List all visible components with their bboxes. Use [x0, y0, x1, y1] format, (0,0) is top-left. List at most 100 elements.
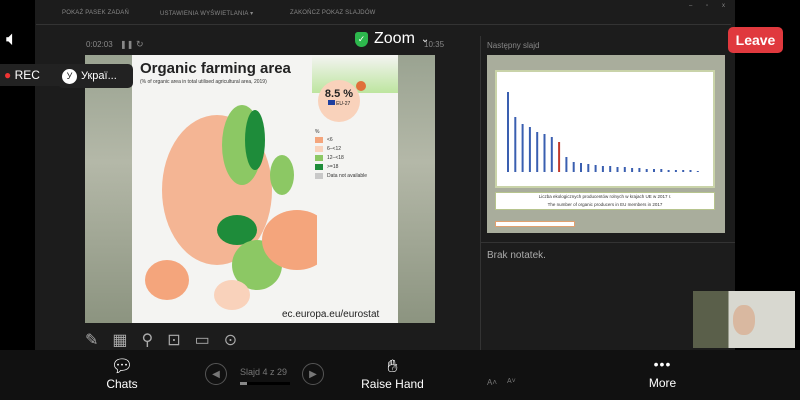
eu-badge: 8.5 % EU-27: [318, 80, 360, 122]
show-taskbar-button[interactable]: POKAŻ PASEK ZADAŃ: [62, 10, 129, 16]
participant-video[interactable]: [693, 291, 795, 348]
legend-label: Data not available: [327, 172, 368, 179]
legend-swatch: [315, 154, 323, 161]
shield-check-icon: ✓: [355, 31, 368, 47]
hand-icon: ✋︎: [387, 356, 398, 376]
bar: [507, 92, 509, 172]
rec-label: REC: [14, 68, 40, 82]
increase-font-icon[interactable]: A˄: [487, 378, 498, 387]
legend-label: <6: [327, 136, 333, 143]
bar: [660, 169, 663, 172]
bar: [645, 169, 648, 172]
black-screen-icon[interactable]: ⊡: [167, 332, 181, 349]
ellipsis-icon: •••: [653, 356, 672, 372]
more-button[interactable]: ••• More: [640, 356, 685, 390]
ladybug-icon: [356, 81, 366, 91]
slide-title: Organic farming area: [140, 60, 291, 77]
divider: [480, 36, 481, 350]
bar: [689, 170, 692, 172]
bar: [682, 170, 685, 172]
chevron-down-icon: ⌄: [420, 33, 430, 45]
previous-slide-button[interactable]: ◀: [205, 363, 227, 385]
rec-indicator: ● REC: [0, 64, 67, 86]
source-note: [495, 221, 575, 227]
pause-icon[interactable]: ❚❚: [120, 40, 134, 49]
elapsed-time: 0:02:03: [86, 40, 113, 49]
raise-hand-label: Raise Hand: [361, 377, 424, 391]
bar: [653, 169, 655, 172]
slide-subtitle: (% of organic area in total utilised agr…: [140, 79, 267, 85]
bar: [550, 137, 553, 172]
display-settings-button[interactable]: USTAWIENIA WYŚWIETLANIA ▾: [160, 11, 254, 17]
legend-item: 6–<12: [315, 144, 367, 153]
next-slide-chart: [495, 70, 715, 188]
slide-tools: ✎ ▦ ⚲ ⊡ ▭ ⊙: [85, 330, 237, 350]
speaker-icon[interactable]: 🔈︎: [6, 28, 18, 50]
restart-icon[interactable]: ↻: [136, 39, 144, 49]
more-options-icon[interactable]: ⊙: [223, 332, 238, 349]
divider: [480, 242, 735, 243]
caption-en: The number of organic producers in EU me…: [547, 202, 663, 207]
bar: [528, 127, 531, 172]
slide-progress-fill: [240, 382, 247, 385]
zoom-title[interactable]: ✓ Zoom ⌄: [355, 30, 429, 48]
badge-value: 8.5 %: [324, 88, 354, 100]
minimize-button[interactable]: –: [689, 3, 693, 9]
bar: [696, 171, 699, 172]
legend-swatch: [315, 145, 323, 152]
bar: [514, 117, 517, 172]
next-slide-button[interactable]: ▶: [302, 363, 324, 385]
legend-label: 6–<12: [327, 145, 342, 152]
decrease-font-icon[interactable]: A˅: [507, 378, 516, 385]
clock: 10:35: [424, 40, 445, 49]
legend-item: 12–<18: [315, 153, 367, 162]
restore-button[interactable]: ▫: [706, 3, 709, 9]
legend-item: Data not available: [315, 171, 367, 180]
legend-swatch: [315, 136, 323, 143]
bar: [565, 157, 568, 172]
legend-item: <6: [315, 135, 367, 144]
bar: [558, 142, 561, 172]
europe-map: [145, 105, 317, 310]
slide-progress-bar: [240, 382, 290, 385]
legend-swatch: [315, 163, 323, 170]
more-label: More: [648, 376, 677, 390]
close-button[interactable]: x: [722, 3, 726, 9]
bar: [623, 167, 626, 172]
legend-label: >=18: [327, 163, 339, 170]
bar: [638, 168, 641, 172]
bar: [536, 132, 539, 172]
magnifier-icon[interactable]: ⚲: [141, 332, 154, 349]
participant-name: Украї...: [81, 70, 117, 82]
legend-item: >=18: [315, 162, 367, 171]
eurostat-link: ec.europa.eu/eurostat: [282, 309, 380, 320]
legend-label: 12–<18: [327, 154, 344, 161]
map-legend: % <6 6–<12 12–<18 >=18 Data not available: [315, 129, 367, 180]
bar: [609, 166, 612, 172]
end-show-button[interactable]: ZAKOŃCZ POKAZ SLAJDÓW: [290, 10, 376, 16]
raise-hand-button[interactable]: ✋︎ Raise Hand: [360, 356, 425, 391]
bottom-toolbar: [0, 350, 800, 400]
chats-button[interactable]: 💬︎ Chats: [102, 356, 142, 391]
chats-label: Chats: [106, 377, 138, 391]
leave-button[interactable]: Leave: [728, 27, 783, 53]
participant-face: [733, 305, 755, 335]
caption-pl: Liczba ekologicznych producentów rolnych…: [538, 194, 672, 199]
subtitles-icon[interactable]: ▭: [194, 332, 210, 349]
divider: [36, 24, 731, 25]
badge-label: EU-27: [336, 101, 351, 107]
bar: [667, 170, 670, 172]
bar: [543, 134, 546, 172]
bar: [601, 166, 604, 172]
bar: [594, 165, 597, 172]
slide-counter: Slajd 4 z 29: [240, 367, 288, 377]
bar: [580, 163, 582, 172]
bar: [521, 124, 524, 172]
participant-tag[interactable]: У Украї...: [58, 64, 133, 88]
bar: [616, 167, 619, 172]
pen-icon[interactable]: ✎: [85, 332, 99, 349]
slides-grid-icon[interactable]: ▦: [112, 332, 128, 349]
legend-swatch: [315, 172, 323, 179]
legend-unit: %: [315, 129, 320, 135]
bar: [572, 162, 575, 172]
